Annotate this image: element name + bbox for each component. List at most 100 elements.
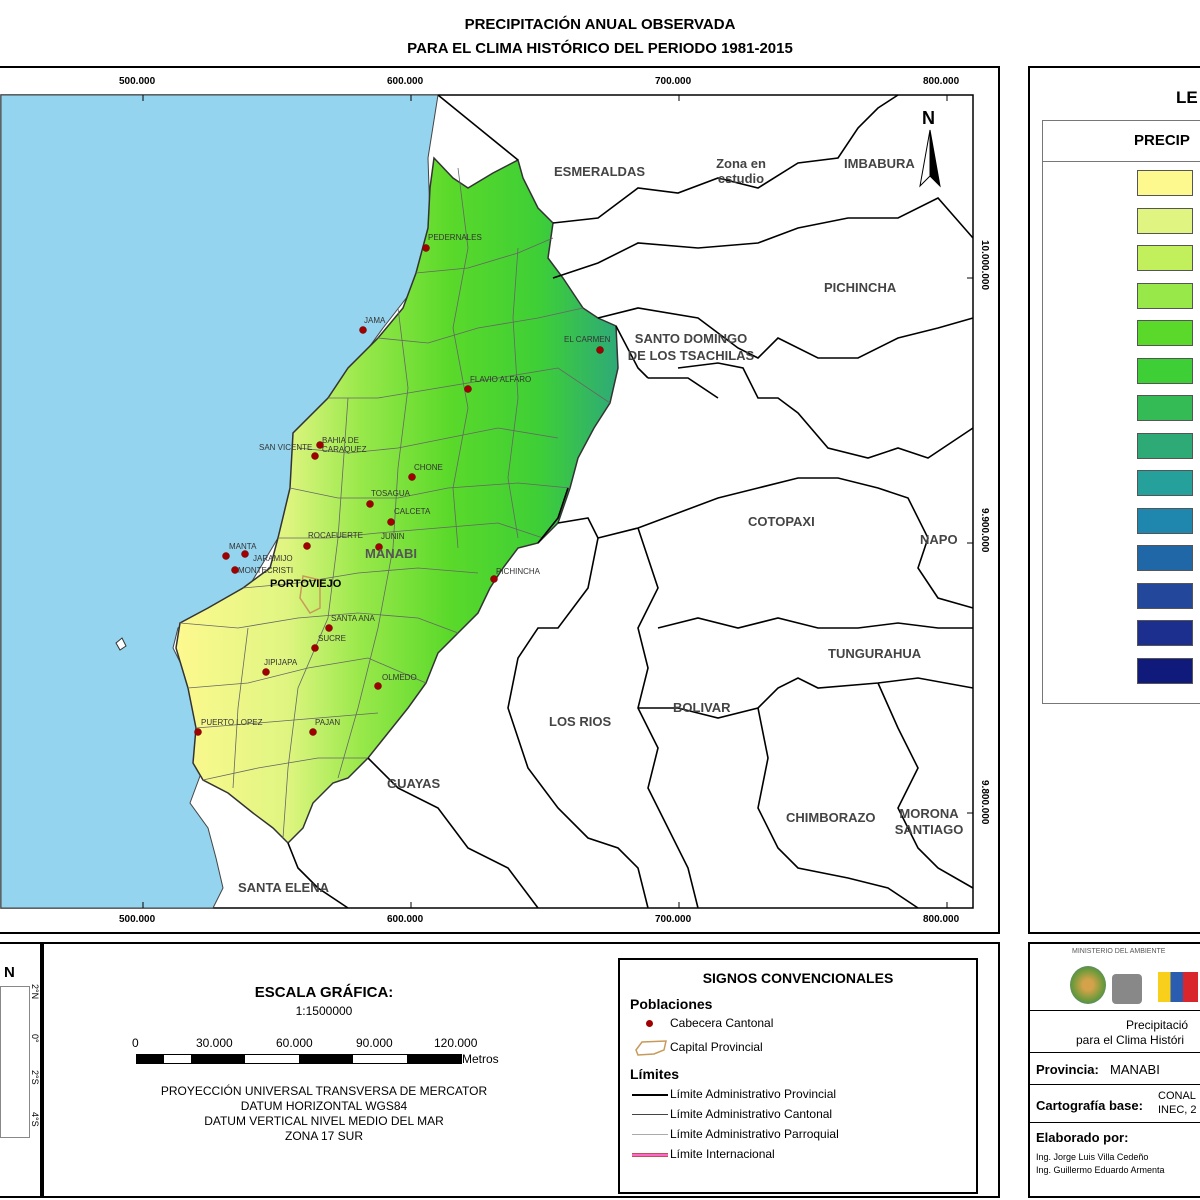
north-label: N — [922, 108, 935, 128]
scale-title: ESCALA GRÁFICA: — [254, 984, 394, 1001]
info-elaborado-label: Elaborado por: — [1036, 1130, 1129, 1145]
capital-symbol — [635, 1040, 667, 1056]
label-zona: Zona en estudio — [716, 156, 766, 186]
y-tick-1: 10.000.000 — [979, 240, 990, 291]
scale-bar — [136, 1054, 462, 1064]
label-cotopaxi: COTOPAXI — [748, 514, 815, 529]
scale-tick-2: 60.000 — [276, 1036, 313, 1050]
ministry-name: MINISTERIO DEL AMBIENTE — [1072, 948, 1166, 955]
info-author-1: Ing. Jorge Luis Villa Cedeño — [1036, 1152, 1149, 1162]
signs-box: SIGNOS CONVENCIONALES Poblaciones Cabece… — [618, 958, 978, 1194]
town-chone: CHONE — [414, 463, 443, 472]
info-cartografia-value2: INEC, 2 — [1158, 1104, 1197, 1116]
legend-swatch — [1137, 470, 1193, 496]
y-tick-3: 9.800.000 — [979, 780, 990, 825]
projection-1: PROYECCIÓN UNIVERSAL TRANSVERSA DE MERCA… — [160, 1084, 488, 1098]
north-arrow — [919, 129, 941, 188]
signs-cabecera: Cabecera Cantonal — [670, 1016, 774, 1030]
gobierno-logo — [1148, 972, 1198, 1002]
label-manabi: MANABI — [365, 546, 417, 561]
signs-internacional: Límite Internacional — [670, 1147, 775, 1161]
town-olmedo: OLMEDO — [382, 673, 417, 682]
town-tosagua: TOSAGUA — [371, 489, 410, 498]
town-pedernales: PEDERNALES — [428, 233, 482, 242]
inset-panel: N 2°N 0° 2°S 4°S — [0, 942, 42, 1198]
label-napo: NAPO — [920, 532, 958, 547]
label-morona: MORONA SANTIAGO — [894, 806, 964, 837]
grid-ticks — [142, 95, 973, 908]
legend-swatch — [1137, 657, 1193, 684]
province-boundaries — [287, 94, 974, 909]
inset-lat-2: 0° — [30, 1034, 40, 1043]
inset-lat-1: 2°N — [30, 984, 40, 1000]
scale-tick-3: 90.000 — [356, 1036, 393, 1050]
town-santa-ana: SANTA ANA — [331, 614, 375, 623]
parroquial-symbol — [632, 1134, 668, 1135]
town-el-carmen: EL CARMEN — [564, 335, 611, 344]
map-title-line2: PARA EL CLIMA HISTÓRICO DEL PERIODO 1981… — [407, 40, 793, 57]
legend-swatch — [1137, 620, 1193, 646]
town-montecristi: MONTECRISTI — [238, 566, 294, 575]
inset-title: N — [4, 964, 15, 981]
label-guayas: GUAYAS — [387, 776, 441, 791]
legend-swatch — [1137, 357, 1193, 384]
town-jaramijo: JARAMIJO — [253, 554, 293, 563]
projection-3: DATUM VERTICAL NIVEL MEDIO DEL MAR — [204, 1114, 444, 1128]
legend-panel: LE PRECIP — [1028, 66, 1200, 934]
projection-2: DATUM HORIZONTAL WGS84 — [240, 1099, 408, 1113]
town-junin: JUNIN — [381, 532, 405, 541]
cantonal-symbol — [632, 1114, 668, 1115]
label-los-rios: LOS RIOS — [549, 714, 612, 729]
y-tick-2: 9.900.000 — [979, 508, 990, 553]
legend-title: LE — [1176, 88, 1198, 107]
scale-tick-0: 0 — [132, 1036, 139, 1050]
map-title-line1: PRECIPITACIÓN ANUAL OBSERVADA — [464, 16, 736, 33]
legend-swatch — [1137, 245, 1193, 271]
label-tungurahua: TUNGURAHUA — [828, 646, 922, 661]
x-tick-top-2: 600.000 — [387, 76, 424, 87]
legend-swatch — [1137, 432, 1193, 459]
x-tick-bottom-1: 500.000 — [119, 914, 156, 925]
map-frame: 500.000 600.000 700.000 800.000 500.000 … — [0, 66, 1000, 934]
town-jipijapa: JIPIJAPA — [264, 658, 298, 667]
x-tick-top-3: 700.000 — [655, 76, 692, 87]
label-santo-domingo: SANTO DOMINGO DE LOS TSACHILAS — [627, 331, 755, 363]
scale-unit: Metros — [462, 1052, 499, 1066]
info-precip-2: para el Clima Históri — [1076, 1033, 1185, 1047]
signs-limites: Límites — [630, 1066, 680, 1082]
legend-box — [1042, 120, 1200, 704]
info-author-2: Ing. Guillermo Eduardo Armenta — [1036, 1165, 1165, 1175]
legend-swatch — [1137, 545, 1193, 571]
town-calceta: CALCETA — [394, 507, 431, 516]
town-markers — [194, 244, 604, 736]
x-tick-bottom-2: 600.000 — [387, 914, 424, 925]
info-provincia-label: Provincia: — [1036, 1062, 1099, 1077]
manabi-province — [175, 156, 619, 845]
legend-swatch — [1137, 582, 1193, 609]
label-chimborazo: CHIMBORAZO — [786, 810, 876, 825]
legend-swatch — [1137, 207, 1193, 234]
signs-title: SIGNOS CONVENCIONALES — [702, 970, 894, 986]
town-bahia: BAHIA DE CARAQUEZ — [322, 436, 367, 454]
town-flavio: FLAVIO ALFARO — [470, 375, 532, 384]
legend-swatch — [1137, 507, 1193, 534]
town-pajan: PAJAN — [315, 718, 341, 727]
inset-lat-3: 2°S — [30, 1070, 40, 1085]
inset-map — [0, 986, 30, 1138]
x-tick-top-1: 500.000 — [119, 76, 156, 87]
label-esmeraldas: ESMERALDAS — [554, 164, 646, 179]
signs-provincial: Límite Administrativo Provincial — [670, 1087, 837, 1101]
scale-tick-4: 120.000 — [434, 1036, 478, 1050]
provincial-symbol — [632, 1094, 668, 1096]
legend-swatch — [1137, 282, 1193, 309]
bottom-panel: ESCALA GRÁFICA: 1:1500000 0 30.000 60.00… — [42, 942, 1000, 1198]
inset-lat-4: 4°S — [30, 1112, 40, 1127]
town-sucre: SUCRE — [318, 634, 347, 643]
x-tick-bottom-4: 800.000 — [923, 914, 960, 925]
label-bolivar: BOLIVAR — [673, 700, 731, 715]
label-santa-elena: SANTA ELENA — [238, 880, 329, 895]
x-tick-top-4: 800.000 — [923, 76, 960, 87]
label-imbabura: IMBABURA — [844, 156, 915, 171]
canton-lines — [179, 167, 611, 839]
internacional-symbol — [632, 1153, 668, 1157]
